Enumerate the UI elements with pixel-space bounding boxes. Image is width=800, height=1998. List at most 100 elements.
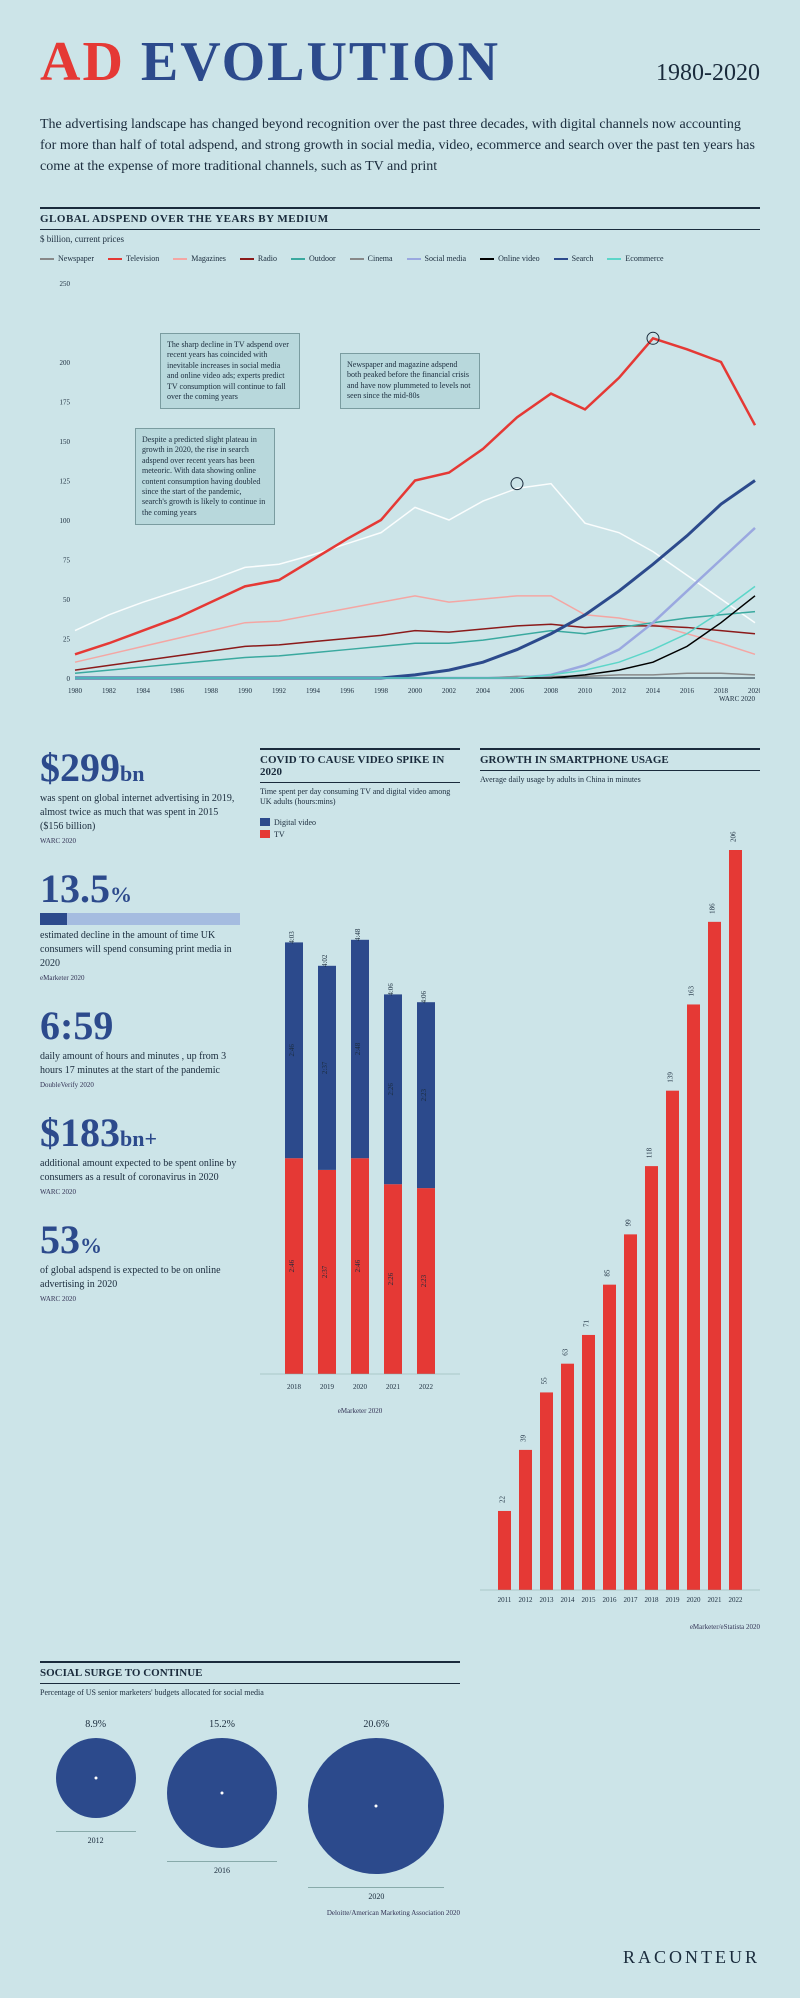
- intro-text: The advertising landscape has changed be…: [40, 114, 760, 177]
- legend-item: Television: [108, 254, 159, 263]
- social-header: SOCIAL SURGE TO CONTINUE: [40, 1661, 460, 1684]
- svg-text:2:46: 2:46: [288, 1259, 296, 1272]
- svg-text:200: 200: [60, 359, 71, 367]
- svg-text:125: 125: [60, 478, 71, 486]
- legend-row: NewspaperTelevisionMagazinesRadioOutdoor…: [40, 254, 760, 263]
- smartphone-chart-svg: 22 2011 39 2012 55 2013 63 2014 71 2015 85 2016 99 20…: [480, 795, 760, 1615]
- svg-text:1998: 1998: [374, 687, 389, 695]
- stat-block: $183bn+ additional amount expected to be …: [40, 1113, 240, 1196]
- svg-text:2016: 2016: [680, 687, 695, 695]
- svg-text:2015: 2015: [582, 1596, 597, 1604]
- covid-chart-svg: 4:032:462:4620184:022:372:3720194:482:48…: [260, 849, 460, 1399]
- stat-block: 6:59 daily amount of hours and minutes , …: [40, 1006, 240, 1089]
- svg-text:25: 25: [63, 636, 71, 644]
- svg-text:2011: 2011: [498, 1596, 512, 1604]
- pie-circle: [167, 1738, 277, 1848]
- pie-circle: [308, 1738, 444, 1874]
- svg-text:2013: 2013: [540, 1596, 555, 1604]
- legend-item: TV: [260, 830, 460, 839]
- legend-item: Outdoor: [291, 254, 336, 263]
- svg-text:0: 0: [67, 675, 71, 683]
- main-chart-header: GLOBAL ADSPEND OVER THE YEARS BY MEDIUM: [40, 207, 760, 230]
- svg-text:2022: 2022: [729, 1596, 744, 1604]
- svg-text:1986: 1986: [170, 687, 185, 695]
- stat-desc: of global adspend is expected to be on o…: [40, 1264, 240, 1292]
- svg-text:186: 186: [709, 903, 717, 914]
- stat-source: WARC 2020: [40, 1188, 240, 1196]
- svg-text:85: 85: [604, 1270, 612, 1278]
- covid-source: eMarketer 2020: [260, 1407, 460, 1415]
- main-chart-sub: $ billion, current prices: [40, 234, 760, 244]
- smartphone-source: eMarketer/eStatista 2020: [480, 1623, 760, 1631]
- stat-desc: daily amount of hours and minutes , up f…: [40, 1050, 240, 1078]
- pie-pct: 15.2%: [167, 1719, 277, 1730]
- svg-text:2:37: 2:37: [321, 1265, 329, 1278]
- svg-text:163: 163: [688, 986, 696, 997]
- pie-unit: 15.2% 2016: [167, 1719, 277, 1901]
- svg-text:99: 99: [625, 1219, 633, 1227]
- pie-pct: 8.9%: [56, 1719, 136, 1730]
- svg-text:150: 150: [60, 438, 71, 446]
- annotation-box: Newspaper and magazine adspend both peak…: [340, 353, 480, 409]
- svg-text:1980: 1980: [68, 687, 83, 695]
- pie-year: 2020: [308, 1887, 444, 1901]
- svg-text:2000: 2000: [408, 687, 423, 695]
- svg-text:2:48: 2:48: [354, 1042, 362, 1055]
- svg-text:2016: 2016: [603, 1596, 618, 1604]
- legend-item: Radio: [240, 254, 277, 263]
- svg-text:250: 250: [60, 280, 71, 288]
- social-section: SOCIAL SURGE TO CONTINUE Percentage of U…: [40, 1661, 460, 1916]
- svg-text:175: 175: [60, 399, 71, 407]
- pie-pct: 20.6%: [308, 1719, 444, 1730]
- legend-item: Online video: [480, 254, 540, 263]
- svg-text:4:06: 4:06: [387, 982, 395, 995]
- stat-value: $183bn+: [40, 1113, 240, 1153]
- svg-text:2018: 2018: [714, 687, 729, 695]
- year-range: 1980-2020: [656, 60, 760, 87]
- legend-item: Search: [554, 254, 594, 263]
- svg-text:2:26: 2:26: [387, 1272, 395, 1285]
- legend-item: Magazines: [173, 254, 226, 263]
- stat-value: $299bn: [40, 748, 240, 788]
- svg-text:2:23: 2:23: [420, 1088, 428, 1101]
- svg-text:2012: 2012: [612, 687, 627, 695]
- svg-text:WARC 2020: WARC 2020: [719, 695, 755, 703]
- social-source: Deloitte/American Marketing Association …: [40, 1909, 460, 1917]
- legend-item: Cinema: [350, 254, 393, 263]
- pie-unit: 20.6% 2020: [308, 1719, 444, 1901]
- legend-item: Social media: [407, 254, 467, 263]
- svg-text:2008: 2008: [544, 687, 559, 695]
- progress-bar: [40, 913, 240, 925]
- svg-text:2010: 2010: [578, 687, 593, 695]
- svg-text:2021: 2021: [386, 1383, 401, 1391]
- svg-text:2014: 2014: [561, 1596, 576, 1604]
- svg-text:71: 71: [583, 1320, 591, 1328]
- stat-source: WARC 2020: [40, 1295, 240, 1303]
- svg-text:55: 55: [541, 1377, 549, 1385]
- svg-text:2:26: 2:26: [387, 1082, 395, 1095]
- svg-text:63: 63: [562, 1349, 570, 1357]
- svg-text:2018: 2018: [645, 1596, 660, 1604]
- stat-source: eMarketer 2020: [40, 974, 240, 982]
- stat-block: 13.5%estimated decline in the amount of …: [40, 869, 240, 982]
- svg-text:1996: 1996: [340, 687, 355, 695]
- svg-text:39: 39: [520, 1435, 528, 1443]
- stat-block: $299bnwas spent on global internet adver…: [40, 748, 240, 845]
- svg-text:2012: 2012: [519, 1596, 534, 1604]
- title-evo: EVOLUTION: [141, 31, 500, 93]
- stat-value: 6:59: [40, 1006, 240, 1046]
- svg-text:2020: 2020: [748, 687, 760, 695]
- svg-text:2:37: 2:37: [321, 1061, 329, 1074]
- svg-text:22: 22: [499, 1496, 507, 1504]
- svg-text:1982: 1982: [102, 687, 117, 695]
- svg-text:2018: 2018: [287, 1383, 302, 1391]
- stat-value: 13.5%: [40, 869, 240, 909]
- legend-item: Digital video: [260, 818, 460, 827]
- svg-text:1990: 1990: [238, 687, 253, 695]
- pie-year: 2016: [167, 1861, 277, 1875]
- stat-source: WARC 2020: [40, 837, 240, 845]
- social-sub: Percentage of US senior marketers' budge…: [40, 1688, 460, 1698]
- stat-desc: additional amount expected to be spent o…: [40, 1157, 240, 1185]
- stats-column: $299bnwas spent on global internet adver…: [40, 748, 240, 1631]
- svg-text:118: 118: [646, 1148, 654, 1159]
